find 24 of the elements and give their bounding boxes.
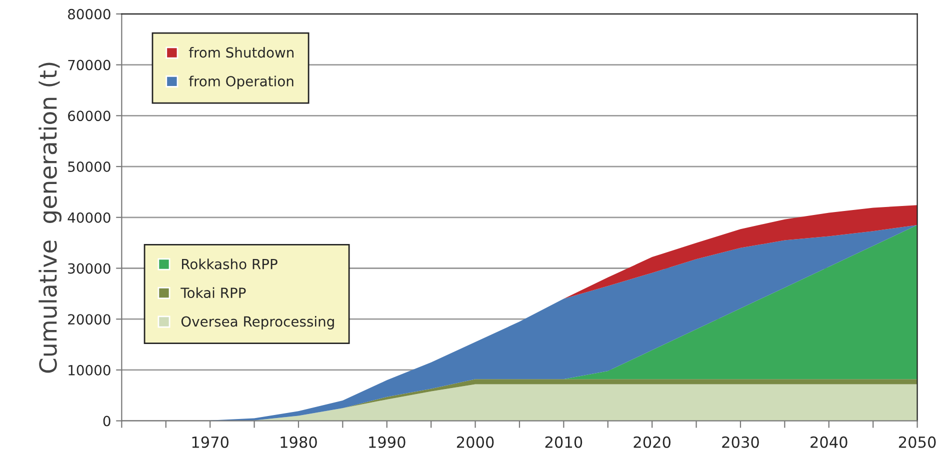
- y-tick-label: 40000: [68, 212, 110, 223]
- y-tick-label: 10000: [68, 364, 110, 376]
- x-tick-label: 1970: [192, 436, 229, 448]
- y-tick-label: 30000: [68, 263, 110, 274]
- legend-label: Oversea Reprocessing: [181, 316, 334, 330]
- legend-label: Tokai RPP: [180, 287, 246, 298]
- x-tick-label: 2020: [634, 436, 671, 448]
- y-tick-label: 70000: [68, 60, 110, 70]
- x-tick-label: 2010: [545, 436, 582, 448]
- x-tick-label: 2000: [456, 436, 494, 448]
- y-tick-label: 60000: [68, 110, 110, 122]
- y-tick-label: 50000: [68, 161, 110, 172]
- x-tick-label: 1990: [369, 436, 406, 448]
- y-axis-title: Cumulative generation (t): [38, 62, 62, 373]
- x-tick-label: 1980: [280, 436, 317, 448]
- legend-label: Rokkasho RPP: [182, 258, 278, 270]
- x-tick-label: 2030: [722, 436, 759, 448]
- y-tick-label: 0: [103, 416, 110, 426]
- y-tick-label: 80000: [68, 8, 110, 20]
- x-tick-label: 2040: [810, 436, 848, 448]
- y-tick-label: 20000: [68, 314, 110, 325]
- legend-label: from Shutdown: [188, 46, 294, 58]
- x-tick-label: 2050: [898, 436, 936, 448]
- legend-label: from Operation: [188, 76, 294, 90]
